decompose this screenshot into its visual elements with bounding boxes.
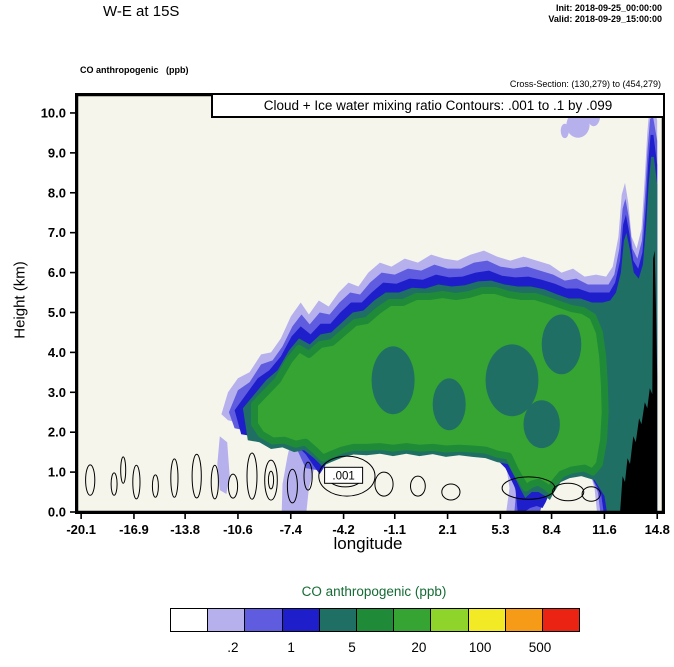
svg-text:10.0: 10.0 <box>41 105 66 120</box>
colorbar-tick-label: 500 <box>528 640 552 655</box>
colorbar-cell <box>394 609 432 631</box>
colorbar-title: CO anthropogenic (ppb) <box>301 584 447 599</box>
svg-text:8.4: 8.4 <box>543 522 562 537</box>
init-time: Init: 2018-09-25_00:00:00 <box>555 3 662 13</box>
model-time-block: Init: 2018-09-25_00:00:00 Valid: 2018-09… <box>548 3 662 25</box>
colorbar-tick-label: 5 <box>348 640 356 655</box>
svg-text:3.0: 3.0 <box>48 385 66 400</box>
colorbar-cell <box>245 609 283 631</box>
svg-text:-20.1: -20.1 <box>66 522 96 537</box>
contour-info-box: Cloud + Ice water mixing ratio Contours:… <box>211 93 665 118</box>
svg-text:-1.1: -1.1 <box>384 522 406 537</box>
colorbar-tick-labels: .2 1 5 20 100 500 <box>170 640 578 658</box>
cross-section-coords: Cross-Section: (130,279) to (454,279) <box>509 79 661 89</box>
svg-text:1.0: 1.0 <box>48 465 66 480</box>
svg-text:-16.9: -16.9 <box>119 522 149 537</box>
y-axis-label: Height (km) <box>11 261 29 339</box>
svg-text:11.6: 11.6 <box>592 522 617 537</box>
svg-text:5.0: 5.0 <box>48 305 66 320</box>
colorbar-cell <box>208 609 246 631</box>
svg-text:-4.2: -4.2 <box>332 522 354 537</box>
page-title: W-E at 15S <box>103 3 180 20</box>
svg-text:0.0: 0.0 <box>48 505 66 520</box>
colorbar-cell <box>171 609 209 631</box>
svg-text:.001: .001 <box>332 470 354 482</box>
svg-text:-10.6: -10.6 <box>223 522 253 537</box>
colorbar <box>170 608 580 632</box>
plot-area: .001 -20.1 -16.9 -13.8 -10.6 -7.4 -4.2 -1.1 2.1 5… <box>41 93 670 537</box>
colorbar-cell <box>431 609 469 631</box>
colorbar-cell <box>282 609 320 631</box>
svg-text:2.0: 2.0 <box>48 425 66 440</box>
svg-text:5.3: 5.3 <box>491 522 509 537</box>
svg-text:8.0: 8.0 <box>48 185 66 200</box>
svg-text:-7.4: -7.4 <box>280 522 303 537</box>
svg-text:9.0: 9.0 <box>48 145 66 160</box>
colorbar-tick-label: .2 <box>227 640 239 655</box>
svg-text:7.0: 7.0 <box>48 225 66 240</box>
colorbar-cell <box>468 609 506 631</box>
colorbar-cell <box>542 609 580 631</box>
contour-plot-svg: .001 -20.1 -16.9 -13.8 -10.6 -7.4 -4.2 -1.1 2.1 5… <box>41 93 670 537</box>
colorbar-tick-label: 1 <box>287 640 295 655</box>
svg-text:4.0: 4.0 <box>48 345 66 360</box>
field-co: CO anthropogenic (ppb) <box>80 65 189 75</box>
colorbar-tick-label: 20 <box>411 640 427 655</box>
svg-text:6.0: 6.0 <box>48 265 66 280</box>
svg-text:-13.8: -13.8 <box>170 522 200 537</box>
valid-time: Valid: 2018-09-29_15:00:00 <box>548 14 662 24</box>
colorbar-cell <box>319 609 357 631</box>
svg-text:2.1: 2.1 <box>439 522 457 537</box>
colorbar-cell <box>356 609 395 631</box>
svg-text:14.8: 14.8 <box>645 522 670 537</box>
colorbar-cell <box>505 609 543 631</box>
colorbar-tick-label: 100 <box>468 640 492 655</box>
x-axis-label: longitude <box>333 534 403 553</box>
